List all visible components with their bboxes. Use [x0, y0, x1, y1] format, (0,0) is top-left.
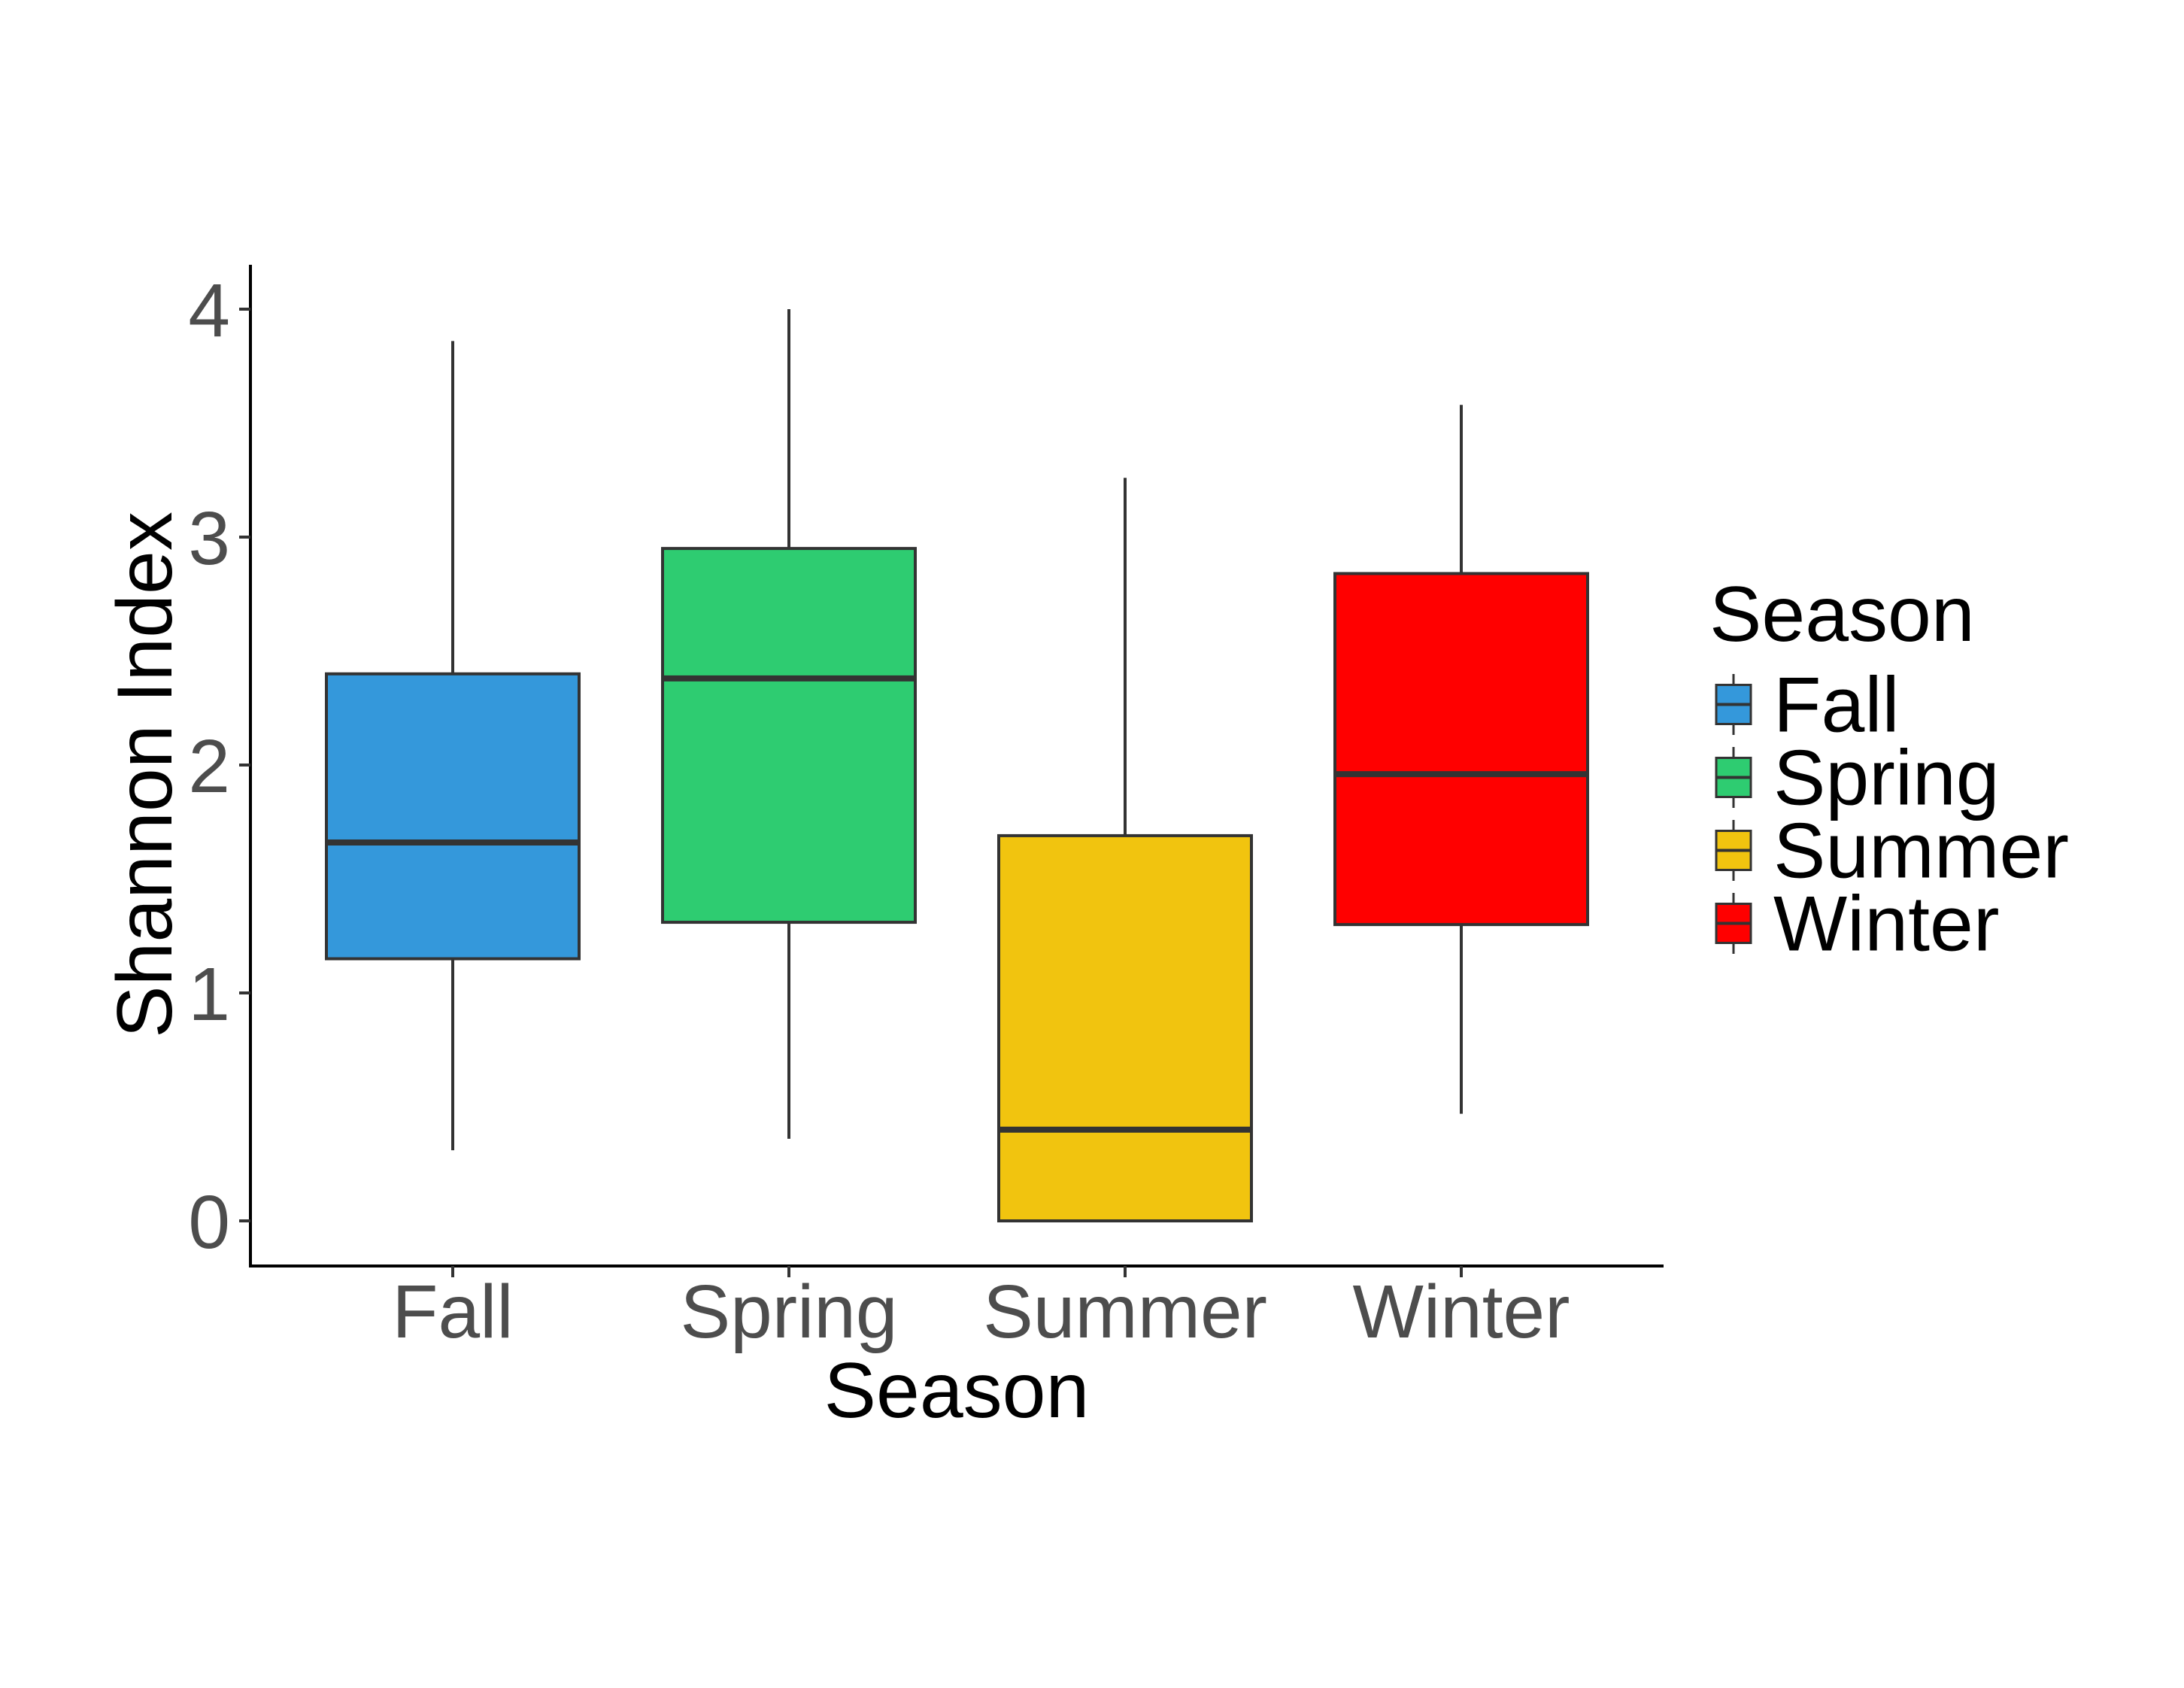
- legend-item-winter: Winter: [1715, 881, 1999, 968]
- x-tick-label: Fall: [392, 1270, 513, 1354]
- legend-item-fall: Fall: [1715, 662, 1900, 749]
- x-tick-label: Spring: [680, 1270, 897, 1354]
- box-fall: [325, 341, 581, 1151]
- plot-area: [325, 309, 1589, 1223]
- x-tick-label: Winter: [1353, 1270, 1570, 1354]
- box-summer: [997, 478, 1253, 1223]
- x-tick-label: Summer: [983, 1270, 1267, 1354]
- legend-label: Spring: [1773, 735, 2000, 822]
- legend-title: Season: [1709, 571, 1975, 658]
- legend-label: Winter: [1773, 881, 1999, 968]
- legend-item-spring: Spring: [1715, 735, 2000, 822]
- box-iqr: [997, 833, 1253, 1223]
- box-iqr: [325, 672, 581, 961]
- x-axis-title: Season: [824, 1347, 1090, 1434]
- legend-item-summer: Summer: [1715, 808, 2069, 895]
- y-tick-label: 2: [188, 724, 230, 809]
- y-axis-title: Shannon Index: [102, 512, 189, 1038]
- y-tick-label: 4: [188, 269, 230, 353]
- legend-label: Summer: [1773, 808, 2069, 895]
- y-axis-ticks: 0 1 2 3 4: [188, 269, 250, 1264]
- y-tick-label: 1: [188, 952, 230, 1037]
- y-tick-label: 0: [188, 1180, 230, 1264]
- box-iqr: [661, 547, 917, 924]
- legend-label: Fall: [1773, 662, 1900, 749]
- box-iqr: [1333, 572, 1589, 927]
- x-axis-ticks: Fall Spring Summer Winter: [392, 1266, 1570, 1354]
- box-winter: [1333, 405, 1589, 1114]
- y-tick-label: 3: [188, 496, 230, 581]
- box-spring: [661, 309, 917, 1139]
